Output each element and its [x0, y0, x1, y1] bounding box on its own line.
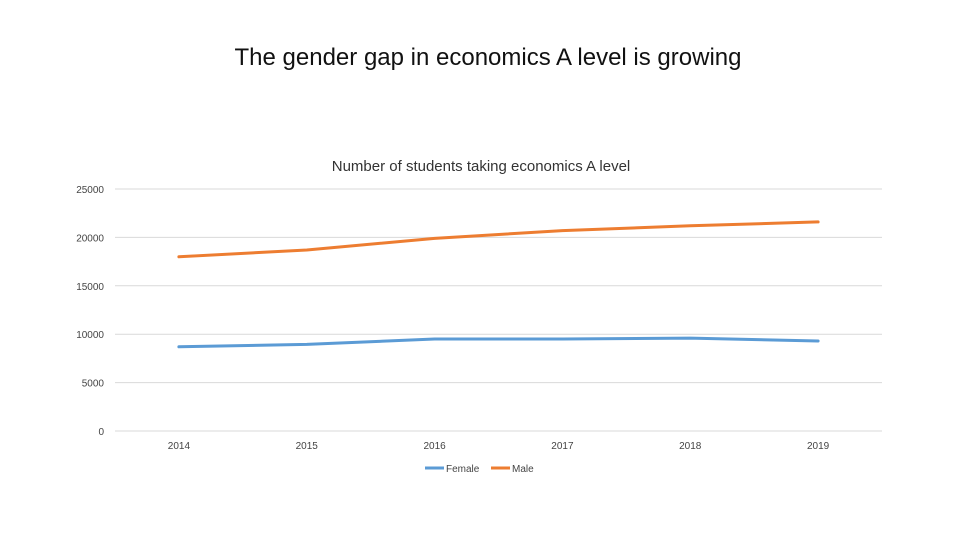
y-tick-label: 25000 — [76, 185, 104, 196]
series-line-female — [177, 336, 820, 349]
legend-label-female: Female — [446, 464, 480, 475]
gridlines — [115, 188, 882, 432]
x-tick-label: 2016 — [423, 441, 446, 452]
slide-title: The gender gap in economics A level is g… — [234, 44, 742, 71]
y-tick-label: 0 — [98, 427, 104, 438]
y-tick-label: 10000 — [76, 330, 104, 341]
chart-title: Number of students taking economics A le… — [332, 158, 631, 175]
x-tick-label: 2019 — [807, 441, 830, 452]
x-axis: 2014 2015 2016 2017 2018 2019 — [168, 441, 830, 452]
x-tick-label: 2014 — [168, 441, 191, 452]
series-lines — [177, 220, 820, 349]
y-axis: 0 5000 10000 15000 20000 25000 — [76, 185, 104, 438]
y-tick-label: 20000 — [76, 233, 104, 244]
y-tick-label: 5000 — [82, 379, 105, 390]
series-line-male — [177, 220, 820, 259]
x-tick-label: 2017 — [551, 441, 574, 452]
legend: Female Male — [425, 464, 534, 475]
x-tick-label: 2018 — [679, 441, 702, 452]
legend-label-male: Male — [512, 464, 534, 475]
x-tick-label: 2015 — [296, 441, 319, 452]
y-tick-label: 15000 — [76, 282, 104, 293]
